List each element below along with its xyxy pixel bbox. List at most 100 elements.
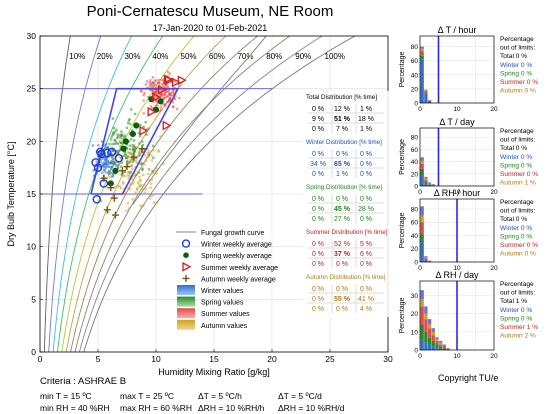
data-point <box>153 91 156 94</box>
data-point <box>150 85 153 88</box>
data-point <box>115 128 118 132</box>
x-tick-label: 20 <box>267 354 277 364</box>
distribution-cell: 18 % <box>358 116 374 123</box>
panel-bar-segment <box>435 339 439 341</box>
panel-bar-segment <box>439 340 443 343</box>
y-tick-label: 25 <box>27 84 37 94</box>
distribution-title: Winter Distribution [% time] <box>306 139 382 146</box>
data-point <box>141 161 145 165</box>
distribution-cell: 1 % <box>336 171 348 178</box>
panel-x-tick-label: 10 <box>453 265 461 272</box>
data-point <box>119 136 122 140</box>
data-point <box>167 89 170 92</box>
data-point <box>131 154 134 157</box>
data-point <box>146 147 149 151</box>
legend-values-swatch <box>177 296 195 307</box>
data-point <box>91 144 95 147</box>
data-point <box>136 161 139 165</box>
data-point <box>135 187 139 190</box>
data-point <box>107 162 111 165</box>
data-point <box>131 198 134 201</box>
data-point <box>104 165 107 168</box>
panel-bar-segment <box>427 337 432 345</box>
data-point <box>135 157 138 160</box>
spring-weekly-marker <box>157 98 164 105</box>
data-point <box>117 151 120 154</box>
data-point <box>109 175 112 179</box>
panel-frame <box>419 198 495 263</box>
data-point <box>173 97 176 101</box>
data-point <box>148 197 151 200</box>
data-point <box>103 155 106 159</box>
data-point <box>108 165 112 169</box>
data-point <box>156 201 159 204</box>
distribution-cell: 0 % <box>312 106 324 113</box>
panel-bar-segment <box>431 331 435 336</box>
distribution-cell: 65 % <box>334 161 351 168</box>
data-point <box>105 146 108 149</box>
panel-bar-segment <box>424 181 428 183</box>
data-point <box>110 153 114 156</box>
spring-weekly-marker <box>120 145 127 152</box>
data-point <box>109 167 113 171</box>
data-point <box>154 170 157 173</box>
panel-background <box>420 128 494 186</box>
data-point <box>112 126 116 130</box>
autumn-weekly-marker <box>110 194 118 202</box>
data-point <box>97 144 100 147</box>
data-point <box>155 99 158 103</box>
panel-stat-text: Summer 0 % <box>500 242 538 249</box>
panel-y-tick-label: 30 <box>411 293 419 300</box>
panel-bar-segment <box>424 178 428 180</box>
data-point <box>97 156 100 159</box>
panel-x-tick-label: 20 <box>490 353 498 360</box>
data-point <box>114 130 117 133</box>
data-point <box>140 90 143 93</box>
y-tick-label: 20 <box>27 136 37 146</box>
distribution-cell: 52 % <box>334 241 350 248</box>
panel-y-tick-label: 80 <box>411 206 419 213</box>
data-point <box>152 94 156 97</box>
data-point <box>143 154 147 157</box>
data-point <box>156 103 159 106</box>
panel-title: Δ T / day <box>439 117 475 127</box>
summer-weekly-marker <box>139 125 149 136</box>
data-point <box>111 172 115 176</box>
data-point <box>145 159 148 162</box>
data-point <box>99 165 102 169</box>
data-point <box>150 178 154 181</box>
y-tick-label: 5 <box>31 294 36 304</box>
data-point <box>155 79 158 82</box>
data-point <box>111 117 115 120</box>
data-point <box>160 93 164 96</box>
data-point <box>140 140 144 143</box>
data-point <box>104 171 107 174</box>
panel-stat-text: Autumn 0 % <box>500 88 536 95</box>
data-point <box>134 160 138 163</box>
data-point <box>127 151 130 154</box>
data-point <box>113 142 116 145</box>
data-point <box>117 134 120 137</box>
panel-background <box>420 36 494 103</box>
data-point <box>136 181 140 184</box>
data-point <box>100 200 103 203</box>
distribution-cell: 0 % <box>360 151 372 158</box>
panel-bar-segment <box>420 48 424 52</box>
autumn-weekly-marker <box>138 145 146 153</box>
data-point <box>102 161 105 164</box>
panel-x-tick-label: 10 <box>453 353 461 360</box>
data-point <box>174 94 177 97</box>
data-point <box>138 151 141 154</box>
data-point <box>125 126 129 130</box>
data-point <box>135 146 138 149</box>
distribution-cell: 51 % <box>334 116 351 123</box>
data-point <box>109 171 113 175</box>
data-point <box>152 149 155 152</box>
panel-bar-segment <box>439 348 443 350</box>
data-point <box>116 185 120 188</box>
data-point <box>127 156 130 159</box>
data-point <box>119 187 123 190</box>
legend-label: Autumn weekly average <box>201 276 276 283</box>
data-point <box>123 190 126 194</box>
data-point <box>115 150 118 153</box>
